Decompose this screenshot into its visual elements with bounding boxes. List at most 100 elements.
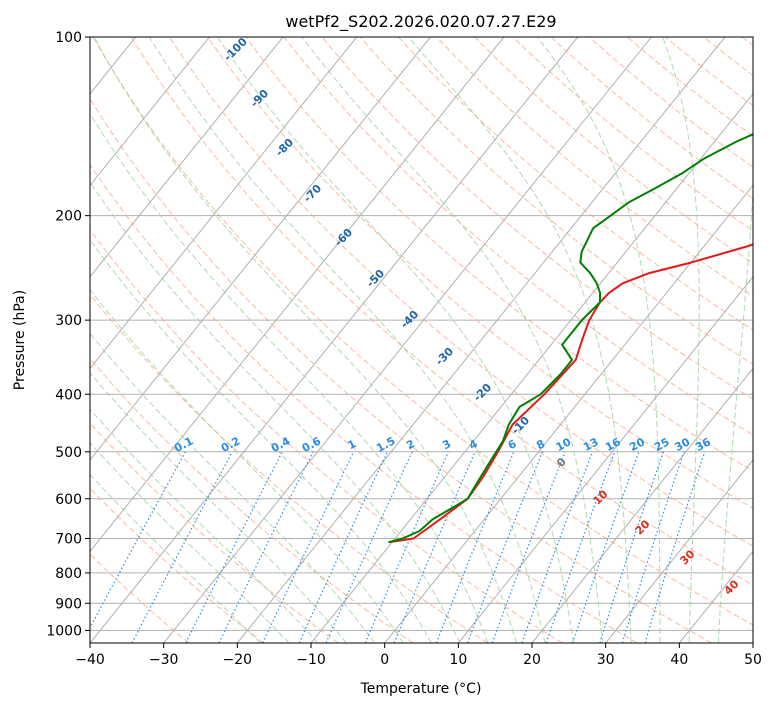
moist-adiabat-line bbox=[408, 37, 632, 643]
mixing-ratio-line bbox=[298, 451, 388, 643]
mixing-ratio-line bbox=[599, 451, 665, 643]
x-tick-label: 40 bbox=[670, 652, 688, 668]
dry-adiabat-label: -30 bbox=[433, 345, 456, 368]
y-tick-label: 100 bbox=[55, 30, 82, 46]
dry-adiabat-line bbox=[90, 357, 414, 643]
dry-adiabat-line bbox=[321, 37, 753, 400]
moist-adiabat-line bbox=[90, 372, 347, 643]
moist-adiabat-line bbox=[90, 181, 461, 643]
mixing-ratio-line bbox=[90, 451, 186, 629]
moist-adiabat-line bbox=[90, 112, 489, 643]
mixing-ratio-line bbox=[435, 451, 515, 643]
moist-adiabat-line bbox=[90, 408, 319, 643]
line-labels: 0.1 0.2 0.4 0.6 1 1.5 2 3 4 6 8 10 13 16 20 25 30 36-100-… bbox=[172, 35, 742, 598]
moist-adiabat-line bbox=[90, 288, 404, 643]
y-axis-label: Pressure (hPa) bbox=[12, 290, 28, 390]
y-tick-label: 500 bbox=[55, 445, 82, 461]
mixing-ratio-label: 1 bbox=[346, 437, 359, 452]
temperature-profile-line bbox=[388, 243, 753, 544]
dry-adiabat-line bbox=[90, 553, 190, 643]
y-tick-label: 600 bbox=[55, 492, 82, 508]
moist-adiabat-label: 0 bbox=[554, 455, 569, 470]
x-tick-label: 0 bbox=[380, 652, 389, 668]
isotherm-line bbox=[90, 37, 579, 643]
x-tick-label: −20 bbox=[223, 652, 253, 668]
moist-adiabat-line bbox=[301, 37, 603, 643]
mixing-ratio-line bbox=[131, 451, 233, 643]
dry-adiabat-line bbox=[92, 37, 753, 626]
moist-adiabat-line bbox=[148, 37, 546, 643]
isotherm-line bbox=[752, 642, 753, 643]
mixing-ratio-line bbox=[364, 451, 449, 643]
mixing-ratio-line bbox=[218, 451, 314, 643]
isotherm-line bbox=[90, 37, 431, 461]
dry-adiabat-line bbox=[512, 37, 753, 232]
isotherm-line bbox=[163, 37, 652, 643]
isotherm-line bbox=[90, 37, 210, 187]
dry-adiabat-label: -20 bbox=[471, 381, 494, 404]
mixing-ratio-line bbox=[466, 451, 543, 643]
moist-adiabat-line bbox=[90, 238, 432, 643]
mixing-ratio-line bbox=[185, 451, 283, 643]
isotherm-line bbox=[310, 92, 753, 643]
mixing-ratio-line bbox=[262, 451, 355, 643]
dry-adiabat-line bbox=[90, 97, 712, 643]
mixing-ratio-label: 13 bbox=[581, 435, 601, 454]
mixing-ratio-line bbox=[572, 451, 640, 643]
moist-adiabat-line bbox=[90, 442, 290, 643]
isotherm-line bbox=[457, 276, 753, 643]
moist-adiabat-line bbox=[90, 332, 376, 643]
x-tick-label: 10 bbox=[449, 652, 467, 668]
isotherm-line bbox=[678, 550, 753, 643]
mixing-ratio-label: 30 bbox=[673, 435, 693, 454]
x-tick-label: 30 bbox=[597, 652, 615, 668]
mixing-ratio-line bbox=[644, 451, 706, 643]
dry-adiabat-line bbox=[741, 37, 753, 47]
moist-adiabat-line bbox=[537, 37, 661, 643]
moist-adiabat-label: 10 bbox=[591, 487, 611, 507]
y-tick-label: 300 bbox=[55, 313, 82, 329]
dry-adiabat-line bbox=[169, 37, 753, 547]
y-tick-label: 900 bbox=[55, 596, 82, 612]
moist-adiabat-label: 20 bbox=[633, 517, 653, 537]
mixing-ratio-line bbox=[325, 451, 413, 643]
dry-adiabat-line bbox=[90, 293, 488, 643]
mixing-ratio-label: 16 bbox=[603, 435, 623, 454]
mixing-ratio-label: 36 bbox=[693, 435, 713, 454]
dry-adiabat-label: -60 bbox=[332, 226, 355, 249]
profile-lines bbox=[388, 133, 753, 544]
y-tick-label: 800 bbox=[55, 566, 82, 582]
thermodynamic-background bbox=[0, 37, 753, 643]
moist-adiabat-line bbox=[717, 183, 753, 643]
mixing-ratio-label: 6 bbox=[506, 437, 519, 452]
y-axis: 1000 900 800 700 600 500 400 300 200 100 bbox=[46, 30, 90, 639]
isotherm-line bbox=[90, 37, 358, 370]
x-tick-label: 50 bbox=[744, 652, 762, 668]
y-tick-label: 1000 bbox=[46, 623, 82, 639]
mixing-ratio-label: 3 bbox=[440, 437, 453, 452]
x-axis-label: Temperature (°C) bbox=[360, 681, 482, 697]
isotherm-line bbox=[236, 37, 726, 643]
moist-adiabat-line bbox=[90, 473, 261, 643]
isotherm-line bbox=[0, 37, 62, 643]
moist-adiabat-line bbox=[662, 37, 700, 643]
isotherm-line bbox=[605, 459, 753, 643]
dry-adiabat-label: -50 bbox=[364, 267, 387, 290]
dry-adiabat-line bbox=[90, 163, 638, 643]
isotherm-line bbox=[90, 37, 284, 278]
dry-adiabat-line bbox=[245, 37, 753, 472]
moist-adiabat-label: 40 bbox=[722, 577, 742, 597]
mixing-ratio-label: 20 bbox=[627, 435, 647, 454]
dry-adiabat-line bbox=[398, 37, 753, 331]
dry-adiabat-line bbox=[90, 228, 563, 643]
mixing-ratio-label: 10 bbox=[554, 435, 574, 454]
dry-adiabat-label: -100 bbox=[221, 35, 250, 64]
y-tick-label: 200 bbox=[55, 209, 82, 225]
dry-adiabat-line bbox=[207, 37, 753, 509]
x-tick-label: 20 bbox=[523, 652, 541, 668]
x-tick-label: −40 bbox=[75, 652, 105, 668]
isotherm-line bbox=[384, 184, 753, 643]
x-tick-label: −30 bbox=[149, 652, 179, 668]
x-tick-label: −10 bbox=[296, 652, 326, 668]
